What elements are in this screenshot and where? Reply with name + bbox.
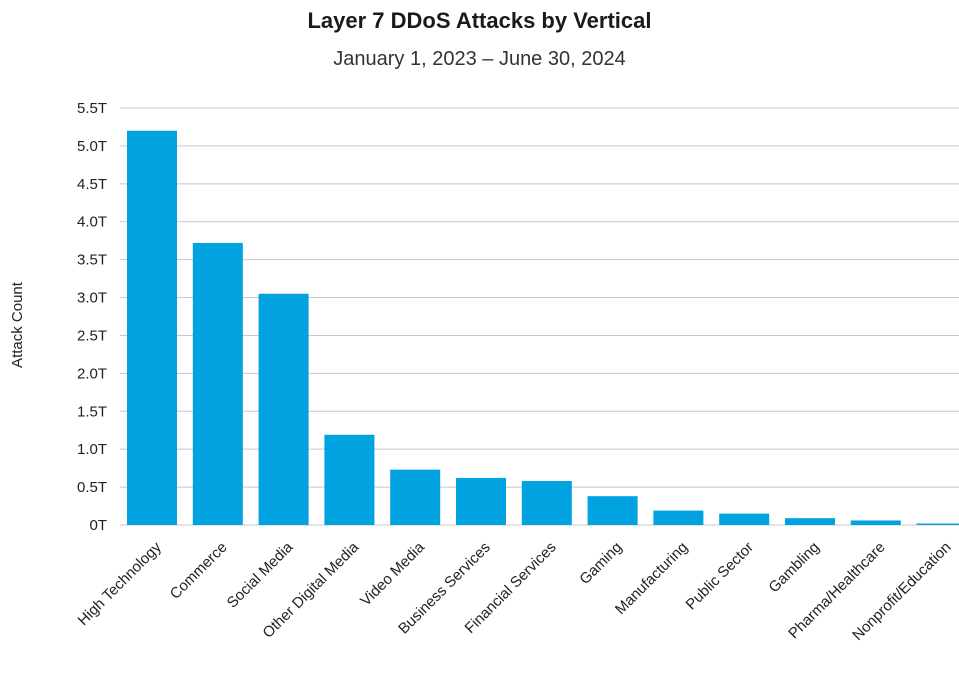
y-tick-label: 2.0T <box>77 365 107 382</box>
y-axis-title: Attack Count <box>9 281 26 368</box>
y-tick-label: 2.5T <box>77 327 107 344</box>
x-category-label: High Technology <box>75 538 166 629</box>
bar <box>192 242 243 525</box>
y-tick-label: 0.5T <box>77 479 107 496</box>
bar <box>127 130 177 525</box>
y-axis-ticks: 0T 0.5T 1.0T 1.5T 2.0T 2.5T 3.0T 3.5T 4.0T 4.5T 5.… <box>77 100 107 534</box>
bar <box>719 513 770 525</box>
bar <box>456 477 506 525</box>
y-tick-label: 0T <box>89 517 107 534</box>
y-tick-label: 3.0T <box>77 290 107 307</box>
bar <box>258 293 309 525</box>
y-tick-label: 5.5T <box>77 100 107 117</box>
bars <box>127 130 959 525</box>
x-category-label: Commerce <box>167 539 231 603</box>
bar <box>653 510 704 525</box>
y-tick-label: 3.5T <box>77 252 107 269</box>
y-tick-label: 4.0T <box>77 214 107 231</box>
bar <box>916 523 959 525</box>
bar <box>785 518 835 525</box>
chart-title: Layer 7 DDoS Attacks by Vertical <box>307 8 652 33</box>
gridlines <box>120 107 959 526</box>
bar <box>324 434 375 525</box>
chart-subtitle: January 1, 2023 – June 30, 2024 <box>333 48 626 70</box>
y-tick-label: 5.0T <box>77 138 107 155</box>
y-tick-label: 1.0T <box>77 441 107 458</box>
x-category-label: Video Media <box>357 538 428 609</box>
y-tick-label: 1.5T <box>77 403 107 420</box>
bar <box>390 469 441 525</box>
y-tick-label: 4.5T <box>77 176 107 193</box>
bar <box>521 481 572 525</box>
x-category-label: Public Sector <box>683 539 758 614</box>
x-category-label: Gambling <box>765 539 822 596</box>
x-category-label: Social Media <box>224 538 297 611</box>
bar <box>587 496 638 525</box>
x-category-label: Gaming <box>576 539 625 588</box>
bar <box>850 520 901 525</box>
